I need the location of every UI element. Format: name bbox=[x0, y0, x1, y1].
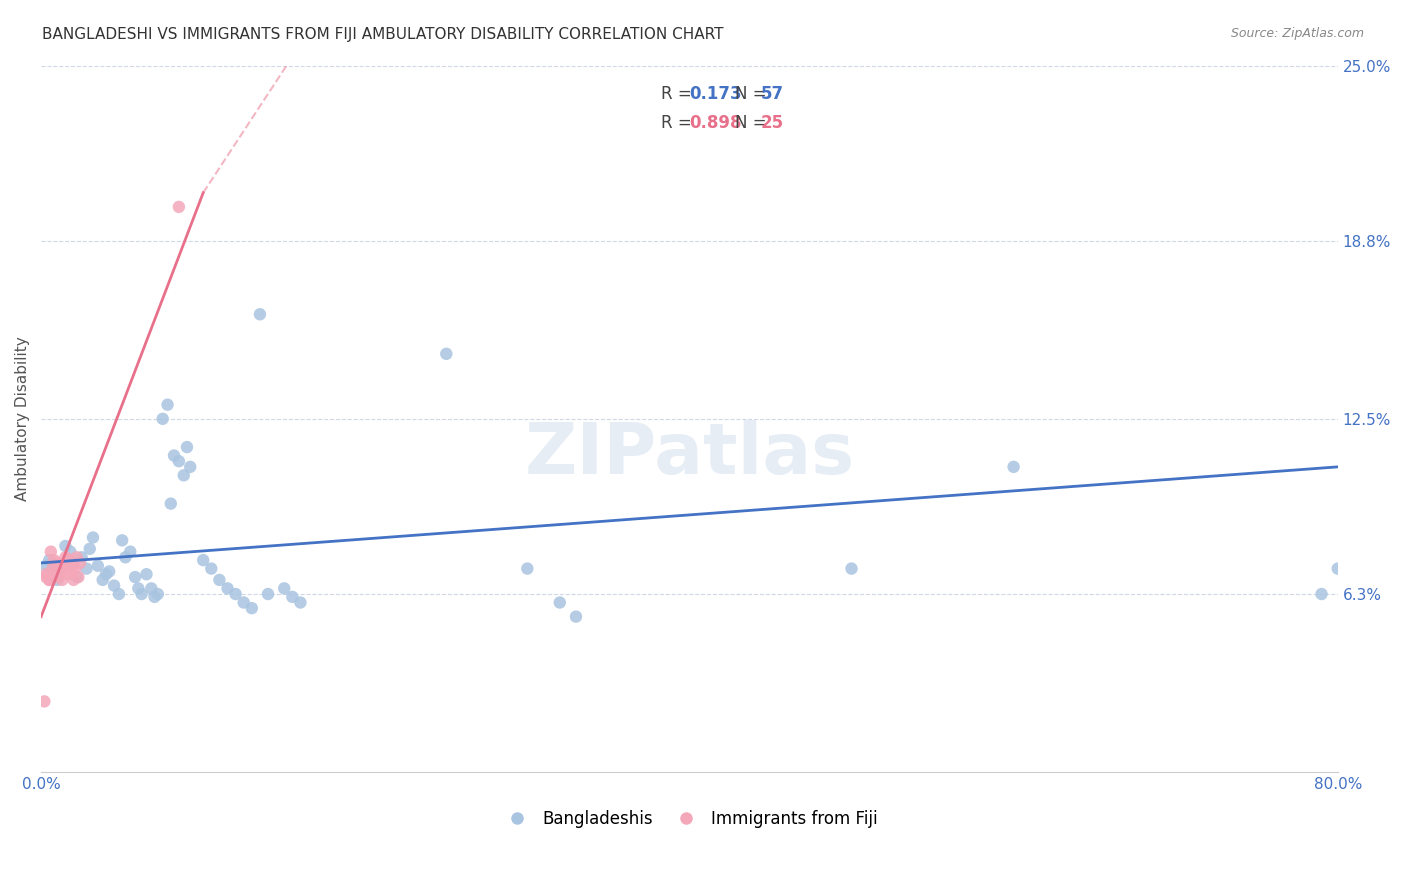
Point bbox=[52, 561, 75, 575]
Text: N =: N = bbox=[735, 85, 772, 103]
Point bbox=[59, 544, 82, 558]
Point bbox=[98, 565, 121, 579]
Point bbox=[69, 556, 91, 570]
Point bbox=[56, 558, 79, 573]
Point bbox=[94, 567, 117, 582]
Point bbox=[167, 454, 190, 468]
Point bbox=[1310, 587, 1333, 601]
Point bbox=[70, 550, 93, 565]
Point bbox=[55, 539, 77, 553]
Point bbox=[167, 200, 190, 214]
Point bbox=[41, 561, 63, 575]
Point bbox=[217, 582, 239, 596]
Point bbox=[60, 565, 83, 579]
Point bbox=[42, 561, 65, 575]
Point bbox=[1326, 561, 1348, 575]
Point bbox=[225, 587, 247, 601]
Point bbox=[156, 398, 179, 412]
Point bbox=[45, 565, 67, 579]
Text: 57: 57 bbox=[761, 85, 783, 103]
Point bbox=[67, 570, 90, 584]
Point bbox=[58, 567, 80, 582]
Point bbox=[103, 578, 125, 592]
Point bbox=[108, 587, 131, 601]
Point bbox=[42, 553, 65, 567]
Point bbox=[34, 694, 56, 708]
Point bbox=[35, 570, 58, 584]
Point bbox=[127, 582, 149, 596]
Point bbox=[131, 587, 153, 601]
Point bbox=[434, 347, 457, 361]
Point bbox=[38, 573, 60, 587]
Point bbox=[66, 550, 89, 565]
Point bbox=[39, 544, 62, 558]
Point bbox=[111, 533, 134, 548]
Text: Source: ZipAtlas.com: Source: ZipAtlas.com bbox=[1230, 27, 1364, 40]
Point bbox=[173, 468, 195, 483]
Point bbox=[193, 553, 215, 567]
Point bbox=[200, 561, 222, 575]
Text: 0.898: 0.898 bbox=[689, 114, 741, 132]
Point bbox=[49, 558, 72, 573]
Text: R =: R = bbox=[661, 85, 697, 103]
Text: 25: 25 bbox=[761, 114, 783, 132]
Point bbox=[152, 412, 174, 426]
Point bbox=[273, 582, 295, 596]
Point bbox=[38, 573, 60, 587]
Point bbox=[257, 587, 280, 601]
Point bbox=[290, 595, 312, 609]
Y-axis label: Ambulatory Disability: Ambulatory Disability bbox=[15, 336, 30, 501]
Point bbox=[35, 558, 58, 573]
Point bbox=[141, 582, 163, 596]
Text: BANGLADESHI VS IMMIGRANTS FROM FIJI AMBULATORY DISABILITY CORRELATION CHART: BANGLADESHI VS IMMIGRANTS FROM FIJI AMBU… bbox=[42, 27, 724, 42]
Point bbox=[565, 609, 588, 624]
Point bbox=[1002, 459, 1025, 474]
Point bbox=[176, 440, 198, 454]
Point bbox=[76, 561, 98, 575]
Point bbox=[48, 570, 70, 584]
Text: R =: R = bbox=[661, 114, 697, 132]
Point bbox=[55, 550, 77, 565]
Point bbox=[114, 550, 136, 565]
Point bbox=[548, 595, 571, 609]
Text: N =: N = bbox=[735, 114, 772, 132]
Point bbox=[516, 561, 538, 575]
Point bbox=[38, 553, 60, 567]
Point bbox=[62, 573, 84, 587]
Point bbox=[159, 497, 181, 511]
Point bbox=[46, 573, 69, 587]
Point bbox=[46, 556, 69, 570]
Point bbox=[281, 590, 304, 604]
Point bbox=[63, 561, 86, 575]
Point bbox=[82, 531, 104, 545]
Point bbox=[91, 573, 114, 587]
Point bbox=[87, 558, 110, 573]
Point bbox=[208, 573, 231, 587]
Point bbox=[232, 595, 254, 609]
Point bbox=[120, 544, 142, 558]
Point bbox=[163, 449, 186, 463]
Point bbox=[59, 553, 82, 567]
Text: 0.173: 0.173 bbox=[689, 85, 741, 103]
Point bbox=[146, 587, 169, 601]
Point bbox=[143, 590, 166, 604]
Point bbox=[62, 556, 84, 570]
Point bbox=[124, 570, 146, 584]
Point bbox=[79, 541, 101, 556]
Point bbox=[49, 565, 72, 579]
Point bbox=[841, 561, 863, 575]
Point bbox=[35, 567, 58, 582]
Point bbox=[135, 567, 157, 582]
Text: ZIPatlas: ZIPatlas bbox=[524, 419, 855, 489]
Point bbox=[66, 570, 89, 584]
Point bbox=[51, 573, 73, 587]
Legend: Bangladeshis, Immigrants from Fiji: Bangladeshis, Immigrants from Fiji bbox=[494, 803, 884, 834]
Point bbox=[179, 459, 201, 474]
Point bbox=[240, 601, 263, 615]
Point bbox=[249, 307, 271, 321]
